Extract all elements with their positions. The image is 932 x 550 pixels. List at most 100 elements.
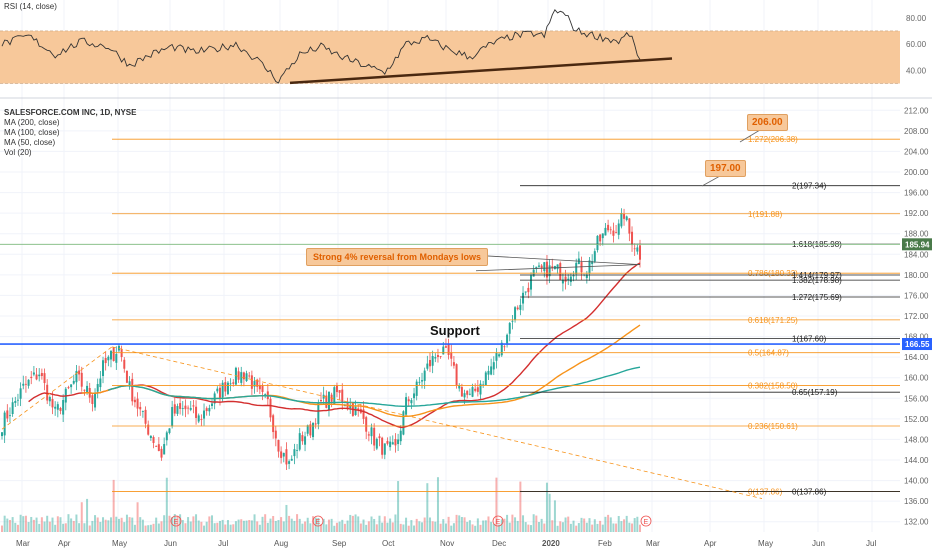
legend-ma50: MA (50, close) xyxy=(4,138,56,147)
volume-bar xyxy=(96,517,99,532)
candle-body xyxy=(165,432,168,441)
price-tick-17: 144.00 xyxy=(904,456,929,465)
candle-body xyxy=(314,423,317,425)
candle-body xyxy=(136,398,139,409)
volume-bar xyxy=(524,522,527,532)
candle-body xyxy=(155,445,158,447)
candle-body xyxy=(524,291,527,293)
candle-body xyxy=(365,417,368,432)
volume-bar xyxy=(102,517,105,532)
volume-bar xyxy=(370,516,373,532)
volume-bar xyxy=(165,477,168,532)
candle-body xyxy=(168,428,171,433)
price-tick-3: 200.00 xyxy=(904,168,929,177)
volume-bar xyxy=(567,516,570,532)
candle-body xyxy=(184,405,187,410)
earnings-marker-text-0: E xyxy=(174,519,179,526)
volume-bar xyxy=(27,522,30,532)
candle-body xyxy=(115,354,118,363)
volume-bar xyxy=(537,522,540,532)
volume-bar xyxy=(327,519,330,532)
candle-body xyxy=(338,390,341,393)
price-tick-15: 152.00 xyxy=(904,415,929,424)
volume-bar xyxy=(32,519,35,532)
volume-bar xyxy=(620,521,623,532)
candle-body xyxy=(131,378,134,402)
volume-bar xyxy=(386,522,389,532)
uptrend-line xyxy=(1,346,113,430)
volume-bar xyxy=(421,522,424,532)
candle-body xyxy=(413,393,416,399)
candle-body xyxy=(171,407,174,427)
candle-body xyxy=(160,448,163,458)
volume-bar xyxy=(51,517,54,532)
x-label-5: Aug xyxy=(274,539,288,548)
candle-body xyxy=(189,408,192,410)
volume-bar xyxy=(338,521,341,532)
volume-bar xyxy=(160,521,163,532)
candle-body xyxy=(139,406,142,410)
candle-body xyxy=(322,394,325,399)
candle-body xyxy=(269,398,272,418)
candle-body xyxy=(67,387,70,389)
candle-body xyxy=(394,439,397,446)
earnings-marker-text-3: E xyxy=(644,519,649,526)
volume-bar xyxy=(418,521,421,532)
candle-body xyxy=(537,265,540,267)
volume-bar xyxy=(359,523,362,532)
volume-bar xyxy=(218,520,221,532)
candle-body xyxy=(317,403,320,425)
x-label-1: Apr xyxy=(58,539,71,548)
candle-body xyxy=(498,354,501,357)
volume-bar xyxy=(157,523,160,532)
candle-body xyxy=(133,399,136,403)
volume-bar xyxy=(192,516,195,532)
volume-bar xyxy=(109,517,112,532)
volume-bar xyxy=(205,521,208,532)
candle-body xyxy=(479,383,482,395)
fib-right-label-0: 2(197.34) xyxy=(792,182,827,191)
volume-bar xyxy=(19,514,22,532)
volume-bar xyxy=(155,517,158,532)
volume-bar xyxy=(6,518,9,532)
candle-body xyxy=(3,412,6,436)
volume-bar xyxy=(551,520,554,532)
volume-bar xyxy=(253,514,256,532)
candle-body xyxy=(341,389,344,403)
volume-bar xyxy=(88,525,91,532)
candle-body xyxy=(62,399,65,415)
volume-bar xyxy=(402,524,405,532)
fib-left-label-6: 0.236(150.61) xyxy=(748,422,798,431)
candle-body xyxy=(503,346,506,348)
volume-bar xyxy=(636,516,639,532)
candle-body xyxy=(272,415,275,433)
volume-bar xyxy=(389,518,392,532)
volume-bar xyxy=(333,525,336,532)
candle-body xyxy=(296,450,299,451)
candle-body xyxy=(495,352,498,361)
earnings-marker-3 xyxy=(640,515,652,527)
candle-body xyxy=(415,381,418,396)
candle-body xyxy=(80,372,83,387)
volume-bar xyxy=(375,524,378,532)
candle-body xyxy=(195,406,198,418)
candle-body xyxy=(615,232,618,234)
candle-body xyxy=(482,384,485,386)
price-tick-12: 164.00 xyxy=(904,353,929,362)
volume-bar xyxy=(572,520,575,532)
volume-bar xyxy=(474,525,477,532)
candle-body xyxy=(607,224,610,231)
candle-body xyxy=(109,350,112,360)
support-price-text: 166.55 xyxy=(905,340,930,349)
candle-body xyxy=(434,357,437,359)
volume-bar xyxy=(264,514,267,532)
candle-body xyxy=(575,262,578,275)
candle-body xyxy=(144,409,147,424)
volume-bar xyxy=(596,523,599,532)
volume-bar xyxy=(91,520,94,532)
volume-bar xyxy=(410,520,413,532)
candle-body xyxy=(280,451,283,458)
volume-bar xyxy=(314,517,317,532)
candle-body xyxy=(128,381,131,386)
volume-bar xyxy=(569,523,572,532)
